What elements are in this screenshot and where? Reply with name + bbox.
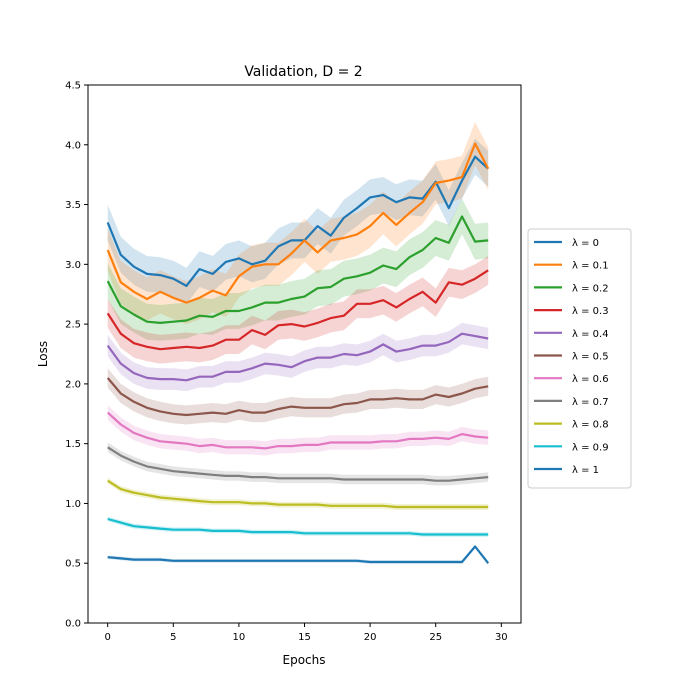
y-tick-label: 3.5 (65, 200, 81, 211)
series-line-1 (106, 142, 490, 304)
legend-label-1: λ = 0.1 (572, 261, 609, 272)
series-band-6 (107, 405, 489, 456)
legend-label-6: λ = 0.6 (572, 374, 609, 385)
x-tick-label: 5 (170, 632, 176, 643)
legend-label-10: λ = 1 (572, 465, 599, 476)
y-tick-label: 4.0 (65, 140, 81, 151)
legend-label-8: λ = 0.8 (572, 420, 609, 431)
confidence-bands (107, 122, 489, 565)
x-axis-ticks: 0 5 10 15 20 25 30 (104, 623, 508, 643)
series-line-4 (106, 332, 489, 382)
x-tick-label: 10 (233, 632, 246, 643)
series-band-1 (107, 122, 489, 325)
series-band-4 (107, 322, 489, 392)
legend-label-5: λ = 0.5 (572, 352, 609, 363)
legend: λ = 0 λ = 0.1 λ = 0.2 λ = 0.3 λ = 0.4 λ = 0.5… (527, 228, 632, 489)
y-tick-label: 1.5 (65, 439, 81, 450)
series-band-5 (107, 368, 489, 425)
series-band-9 (107, 516, 489, 537)
series-line-5 (106, 377, 489, 417)
x-tick-label: 30 (495, 632, 508, 643)
series-line-8 (107, 479, 489, 509)
series-lines (106, 142, 490, 564)
y-axis-label: Loss (36, 341, 50, 367)
legend-label-3: λ = 0.3 (572, 306, 609, 317)
legend-label-2: λ = 0.2 (572, 283, 609, 294)
legend-label-9: λ = 0.9 (572, 442, 609, 453)
y-axis-ticks: 0.0 0.5 1.0 1.5 2.0 2.5 3.0 3.5 4.0 4.5 (65, 81, 88, 630)
plot-area (106, 122, 490, 565)
x-tick-label: 15 (298, 632, 311, 643)
y-tick-label: 1.0 (65, 499, 81, 510)
series-band-2 (107, 198, 489, 341)
series-line-10 (107, 545, 490, 564)
x-tick-label: 20 (364, 632, 377, 643)
series-line-0 (106, 155, 489, 287)
chart-title: Validation, D = 2 (244, 64, 362, 80)
legend-label-7: λ = 0.7 (572, 397, 609, 408)
series-line-2 (106, 215, 489, 324)
y-tick-label: 3.0 (65, 260, 81, 271)
y-tick-label: 4.5 (65, 81, 81, 92)
x-tick-label: 0 (104, 632, 110, 643)
y-tick-label: 0.0 (65, 619, 81, 630)
y-tick-label: 2.0 (65, 379, 81, 390)
y-tick-label: 2.5 (65, 320, 81, 331)
series-line-7 (107, 446, 489, 482)
legend-label-0: λ = 0 (572, 238, 599, 249)
x-axis-label: Epochs (283, 653, 326, 667)
x-tick-label: 25 (429, 632, 442, 643)
series-line-6 (106, 411, 489, 450)
series-line-3 (106, 269, 489, 351)
legend-label-4: λ = 0.4 (572, 329, 609, 340)
series-line-9 (107, 517, 489, 536)
series-band-0 (107, 138, 489, 304)
y-tick-label: 0.5 (65, 559, 81, 570)
series-band-3 (107, 256, 489, 364)
